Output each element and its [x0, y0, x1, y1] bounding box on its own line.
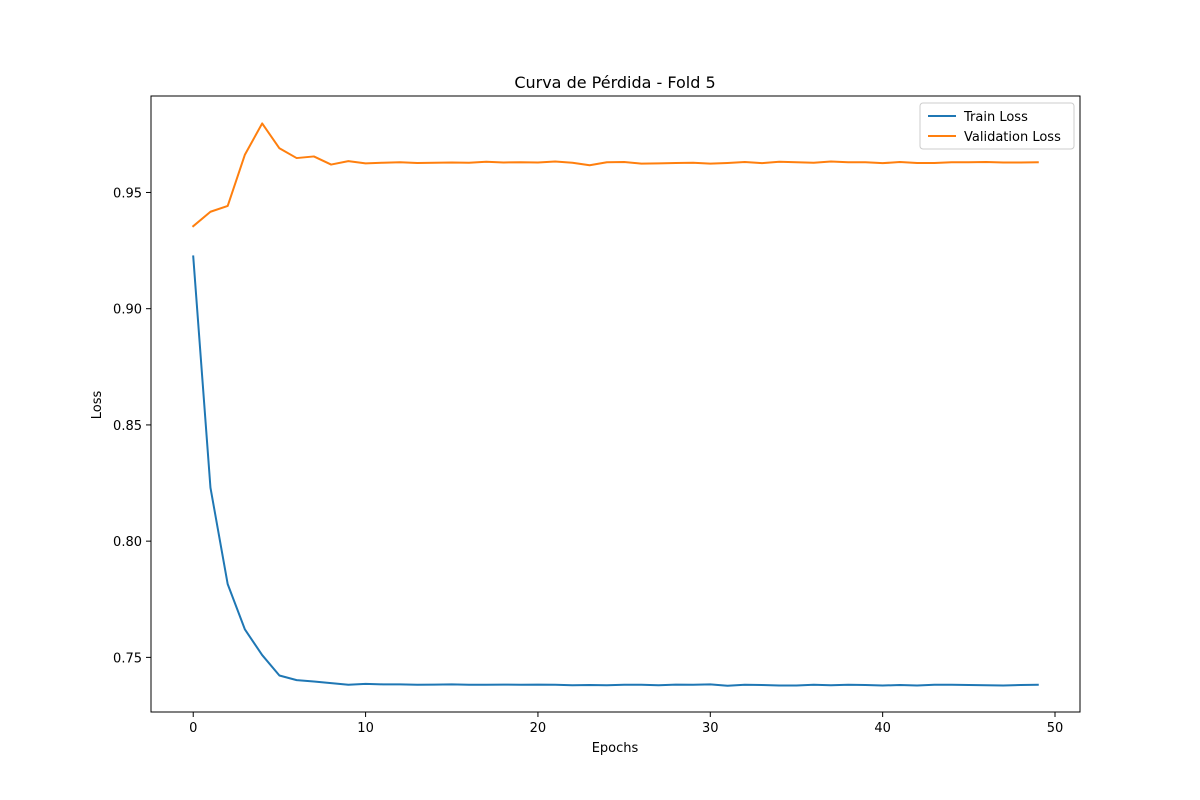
chart-title: Curva de Pérdida - Fold 5 — [514, 73, 715, 92]
x-axis: 0 10 20 30 40 50 — [189, 712, 1063, 736]
x-tick-label: 0 — [189, 721, 197, 736]
legend-box — [919, 102, 1075, 150]
x-tick-label: 20 — [530, 721, 547, 736]
plot-area — [150, 95, 1081, 713]
y-tick-label: 0.80 — [113, 535, 142, 550]
legend-label: Train Loss — [963, 110, 1028, 125]
y-tick-label: 0.85 — [113, 419, 142, 434]
x-axis-label: Epochs — [592, 741, 639, 756]
legend: Train Loss Validation Loss — [919, 102, 1075, 150]
x-tick-label: 30 — [702, 721, 719, 736]
series-line-train-loss — [192, 255, 1039, 687]
y-axis-label: Loss — [90, 391, 105, 420]
x-tick-label: 10 — [357, 721, 374, 736]
y-axis: 0.75 0.80 0.85 0.90 0.95 — [113, 186, 151, 666]
axes-frame — [150, 95, 1081, 713]
y-tick-label: 0.95 — [113, 186, 142, 201]
x-tick-label: 40 — [874, 721, 891, 736]
y-tick-label: 0.75 — [113, 651, 142, 666]
x-tick-label: 50 — [1047, 721, 1064, 736]
series-line-validation-loss — [191, 122, 1039, 228]
y-tick-label: 0.90 — [113, 303, 142, 318]
legend-label: Validation Loss — [964, 130, 1061, 145]
